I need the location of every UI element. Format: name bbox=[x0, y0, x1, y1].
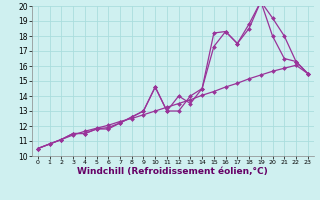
X-axis label: Windchill (Refroidissement éolien,°C): Windchill (Refroidissement éolien,°C) bbox=[77, 167, 268, 176]
